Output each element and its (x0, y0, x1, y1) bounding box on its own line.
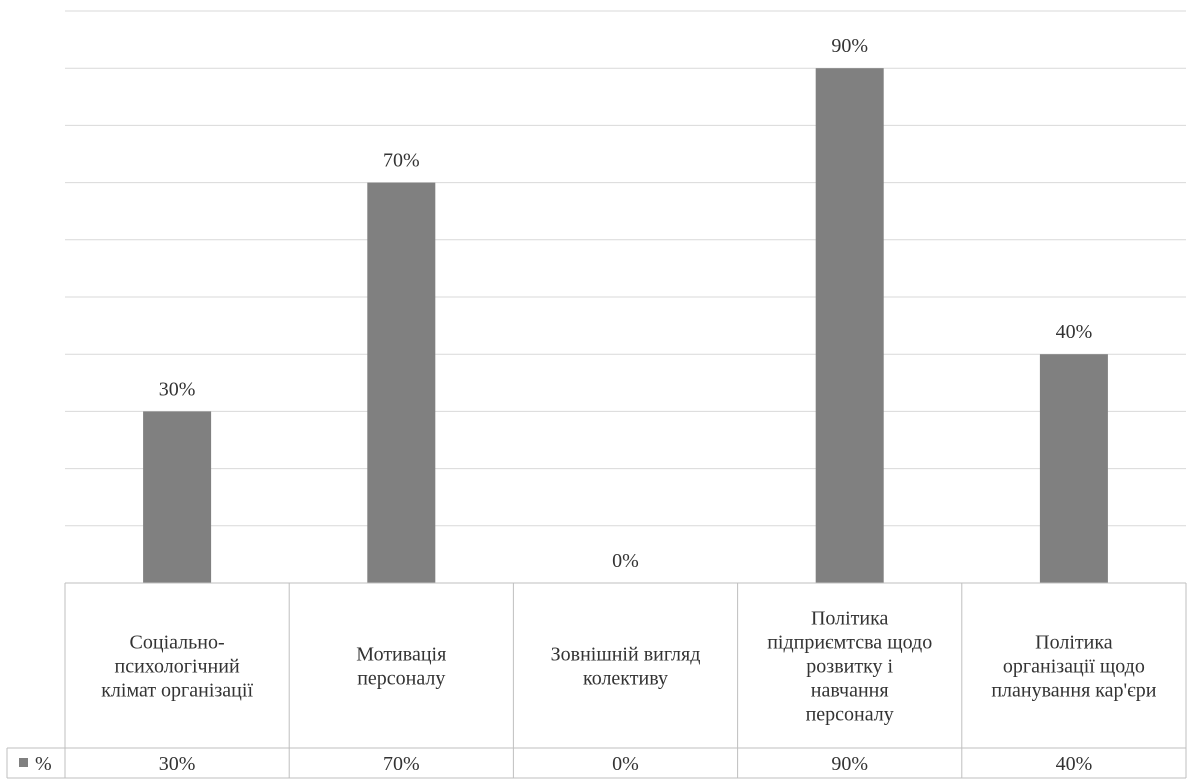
table-value-cell: 70% (383, 753, 420, 775)
category-label: Соціально-психологічний клімат організаці… (101, 632, 253, 702)
category-label: Політика організації щодо планування кар'є… (991, 632, 1156, 702)
table-value-cell: 90% (831, 753, 868, 775)
category-label-line: Соціально- (130, 632, 225, 654)
bar (815, 68, 884, 583)
category-label-line: клімат організації (101, 680, 253, 702)
category-label-line: колективу (583, 668, 668, 690)
category-label-line: персоналу (357, 668, 445, 690)
data-label: 70% (383, 150, 420, 172)
data-label: 0% (612, 550, 639, 572)
category-label-line: навчання (811, 680, 889, 702)
category-label-line: розвитку і (806, 656, 893, 678)
category-label-line: Зовнішній вигляд (551, 644, 701, 666)
category-label-line: підприємтсва щодо (767, 632, 932, 654)
bar (1039, 354, 1108, 583)
category-label: Політика підприємтсва щодо розвитку і навча… (767, 608, 932, 726)
data-label: 30% (159, 378, 196, 400)
data-table: Соціально-психологічний клімат організаці… (6, 582, 1187, 779)
data-labels: 30% 70% 0% 90% 40% (159, 35, 1092, 572)
legend-swatch (19, 758, 28, 767)
category-label-line: Мотивація (356, 644, 446, 666)
bar (143, 411, 212, 583)
category-label: Зовнішній вигляд колективу (551, 644, 701, 690)
data-label: 90% (831, 35, 868, 57)
gridlines (65, 10, 1186, 527)
category-label: Мотивація персоналу (356, 644, 446, 690)
table-value-cell: 30% (159, 753, 196, 775)
bar (367, 182, 436, 583)
bars (143, 68, 1108, 583)
category-label-line: організації щодо (1003, 656, 1145, 678)
category-label-line: психологічний (115, 656, 240, 678)
category-label-line: Політика (811, 608, 889, 630)
category-label-line: планування кар'єри (991, 680, 1156, 702)
category-label-line: Політика (1035, 632, 1113, 654)
data-label: 40% (1056, 321, 1093, 343)
legend-series-name: % (35, 753, 52, 775)
table-value-cell: 40% (1056, 753, 1093, 775)
category-label-line: персоналу (806, 704, 894, 726)
table-value-cell: 0% (612, 753, 639, 775)
